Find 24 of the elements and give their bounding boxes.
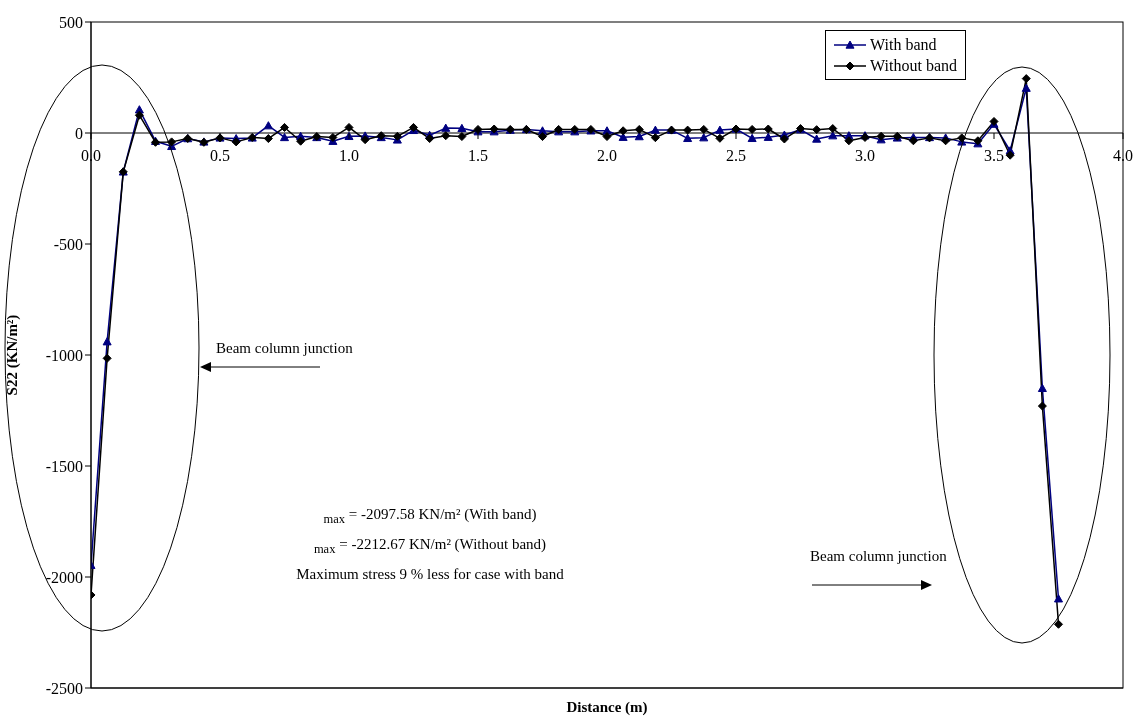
x-tick-label: 4.0 <box>1113 147 1133 164</box>
x-tick-label: 3.0 <box>855 147 875 164</box>
y-tick-label: -1000 <box>45 346 83 364</box>
x-tick-label: 1.0 <box>339 147 359 164</box>
legend-label: With band <box>870 35 937 55</box>
legend-label: Without band <box>870 56 957 76</box>
y-tick-label: -500 <box>53 235 83 253</box>
y-tick-label: -2500 <box>45 679 83 697</box>
annotation: Maximum stress 9 % less for case with band <box>295 566 565 583</box>
y-tick-label: 0 <box>75 124 83 142</box>
annotation: Beam column junction <box>216 340 354 357</box>
x-tick-label: 3.5 <box>984 147 1004 164</box>
x-axis-title: Distance (m) <box>566 699 648 716</box>
x-tick-label: 2.0 <box>597 147 617 164</box>
x-tick-label: 0.5 <box>210 147 230 164</box>
annotation: $_{max}$ = -2097.58 KN/m² (With band) <box>322 506 538 527</box>
y-tick-label: -2000 <box>45 568 83 586</box>
y-axis-title: S22 (KN/m²) <box>4 314 22 396</box>
x-tick-label: 1.5 <box>468 147 488 164</box>
y-tick-label: -1500 <box>45 457 83 475</box>
y-tick-label: 500 <box>59 13 83 31</box>
x-tick-label: 2.5 <box>726 147 746 164</box>
annotation: $_{max}$ = -2212.67 KN/m² (Without band) <box>312 536 548 557</box>
annotation: Beam column junction <box>810 548 948 565</box>
